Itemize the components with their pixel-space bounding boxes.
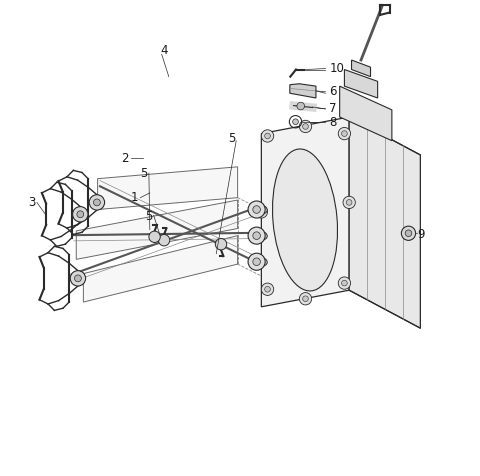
Circle shape — [300, 293, 312, 305]
Text: 7: 7 — [329, 102, 337, 115]
Circle shape — [253, 206, 261, 213]
Ellipse shape — [255, 205, 267, 214]
Text: 9: 9 — [417, 228, 424, 241]
Text: 5: 5 — [140, 168, 147, 180]
Circle shape — [342, 131, 347, 137]
Ellipse shape — [255, 231, 267, 240]
Circle shape — [248, 253, 265, 270]
Circle shape — [343, 196, 355, 208]
Polygon shape — [345, 69, 378, 98]
Circle shape — [89, 195, 105, 210]
Ellipse shape — [255, 258, 267, 266]
Circle shape — [300, 120, 312, 133]
Ellipse shape — [273, 149, 337, 291]
Text: 5: 5 — [228, 132, 235, 145]
Polygon shape — [97, 167, 238, 209]
Circle shape — [253, 232, 261, 239]
Text: 8: 8 — [329, 116, 336, 129]
Text: 10: 10 — [329, 62, 344, 75]
Circle shape — [264, 133, 270, 139]
Polygon shape — [290, 84, 316, 98]
Circle shape — [77, 211, 84, 218]
Polygon shape — [84, 236, 238, 302]
Text: 2: 2 — [121, 152, 129, 165]
Circle shape — [94, 199, 100, 206]
Polygon shape — [349, 117, 420, 328]
Circle shape — [261, 130, 274, 142]
Circle shape — [248, 201, 265, 218]
Circle shape — [342, 280, 347, 286]
Circle shape — [72, 207, 88, 222]
Circle shape — [149, 231, 160, 242]
Text: 3: 3 — [28, 196, 36, 209]
Circle shape — [338, 277, 350, 289]
Circle shape — [261, 283, 274, 296]
Circle shape — [401, 226, 416, 240]
Circle shape — [248, 227, 265, 244]
Circle shape — [264, 287, 270, 292]
Text: 1: 1 — [131, 191, 138, 204]
Circle shape — [346, 199, 352, 205]
Circle shape — [297, 102, 304, 110]
Polygon shape — [351, 60, 371, 77]
Circle shape — [338, 128, 350, 140]
Polygon shape — [76, 200, 238, 259]
Circle shape — [293, 119, 299, 125]
Text: 4: 4 — [160, 44, 168, 57]
Circle shape — [405, 230, 412, 237]
Circle shape — [216, 238, 227, 250]
Circle shape — [253, 258, 261, 266]
Text: 5: 5 — [145, 210, 152, 223]
Circle shape — [303, 124, 308, 129]
Circle shape — [74, 275, 81, 282]
Text: 6: 6 — [329, 85, 337, 99]
Circle shape — [255, 206, 267, 218]
Polygon shape — [340, 86, 392, 141]
Circle shape — [158, 235, 170, 246]
Circle shape — [259, 209, 264, 215]
Circle shape — [303, 296, 308, 302]
Polygon shape — [261, 117, 349, 307]
Circle shape — [70, 271, 85, 286]
